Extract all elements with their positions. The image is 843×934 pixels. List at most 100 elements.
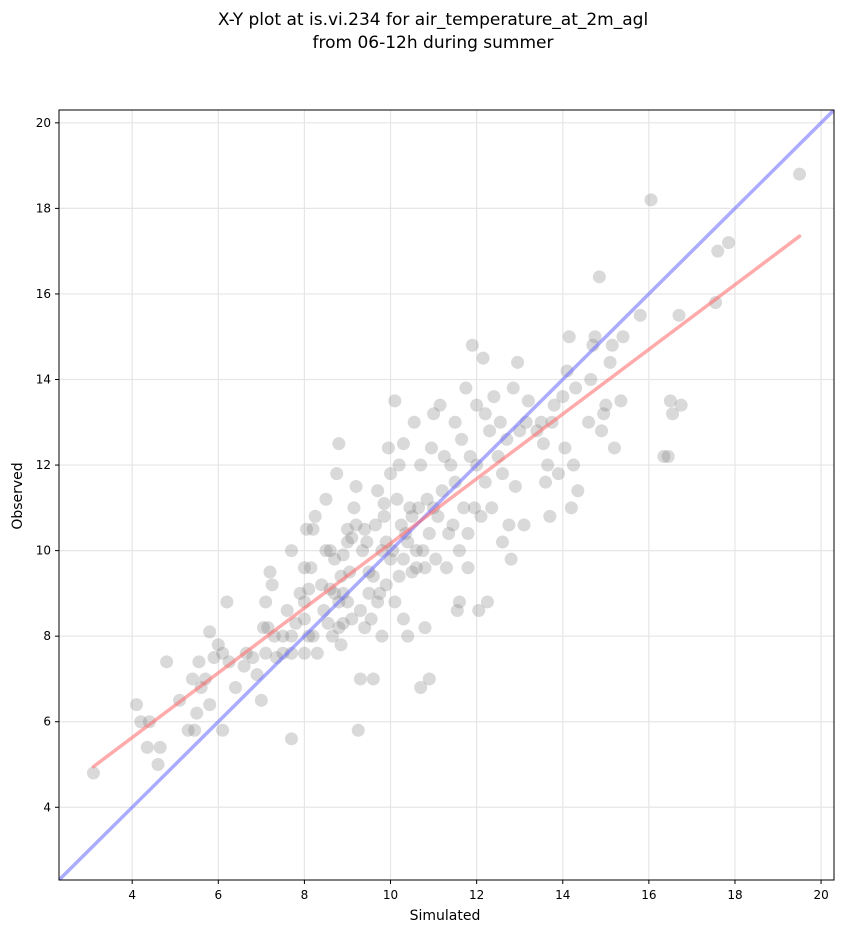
data-point bbox=[457, 501, 471, 515]
data-point bbox=[392, 569, 406, 583]
data-point bbox=[467, 501, 481, 515]
data-point bbox=[297, 612, 311, 626]
data-point bbox=[422, 672, 436, 686]
data-point bbox=[431, 509, 445, 523]
data-point bbox=[569, 381, 583, 395]
data-point bbox=[405, 509, 419, 523]
data-point bbox=[353, 672, 367, 686]
data-point bbox=[420, 492, 434, 506]
data-point bbox=[674, 398, 688, 412]
data-point bbox=[663, 394, 677, 408]
data-point bbox=[429, 552, 443, 566]
data-point bbox=[368, 518, 382, 532]
x-axis-label: Simulated bbox=[410, 908, 481, 924]
data-point bbox=[551, 467, 565, 481]
data-point bbox=[254, 693, 268, 707]
data-point bbox=[543, 509, 557, 523]
data-point bbox=[571, 484, 585, 498]
data-point bbox=[310, 646, 324, 660]
data-point bbox=[633, 308, 647, 322]
data-point bbox=[134, 715, 148, 729]
data-point bbox=[190, 706, 204, 720]
data-point bbox=[285, 732, 298, 746]
data-point bbox=[216, 646, 230, 660]
data-point bbox=[358, 621, 372, 635]
data-point bbox=[304, 561, 318, 575]
data-point bbox=[450, 604, 464, 617]
identity-line bbox=[59, 110, 834, 880]
data-point bbox=[476, 351, 490, 365]
data-point bbox=[332, 621, 346, 635]
data-point bbox=[485, 501, 499, 515]
data-point bbox=[340, 535, 354, 549]
data-point bbox=[474, 509, 488, 523]
data-point bbox=[353, 604, 367, 617]
data-point bbox=[495, 535, 509, 549]
y-tick-label: 12 bbox=[36, 458, 51, 472]
data-point bbox=[517, 518, 531, 532]
data-point bbox=[541, 458, 555, 472]
data-point bbox=[151, 758, 165, 771]
data-point bbox=[506, 381, 520, 395]
data-point bbox=[418, 621, 432, 635]
data-point bbox=[472, 604, 486, 617]
data-point bbox=[567, 458, 581, 472]
regression-fit-line bbox=[91, 234, 802, 769]
data-point bbox=[556, 390, 570, 404]
data-point bbox=[181, 723, 195, 737]
data-point bbox=[394, 518, 408, 532]
data-point bbox=[396, 612, 410, 626]
data-point bbox=[605, 338, 619, 352]
data-point bbox=[480, 595, 494, 609]
y-tick-label: 8 bbox=[43, 629, 51, 643]
data-point bbox=[308, 509, 322, 523]
data-point bbox=[263, 565, 277, 579]
data-point bbox=[86, 766, 100, 780]
data-point bbox=[188, 723, 202, 737]
x-tick-label: 14 bbox=[555, 888, 570, 902]
data-point bbox=[140, 740, 154, 754]
data-point bbox=[455, 432, 469, 446]
data-point bbox=[153, 740, 167, 754]
data-points bbox=[86, 167, 807, 780]
data-point bbox=[392, 458, 406, 472]
data-point bbox=[384, 467, 398, 481]
data-point bbox=[588, 330, 602, 344]
data-point bbox=[377, 497, 391, 511]
data-point bbox=[597, 407, 611, 421]
chart-title: X-Y plot at is.vi.234 for air_temperatur… bbox=[218, 10, 648, 30]
data-point bbox=[564, 501, 578, 515]
data-point bbox=[644, 193, 658, 207]
data-point bbox=[603, 355, 617, 369]
data-point bbox=[192, 655, 206, 669]
data-point bbox=[373, 586, 387, 600]
data-point bbox=[321, 616, 335, 630]
data-point bbox=[595, 424, 608, 438]
data-point bbox=[592, 270, 606, 284]
data-point bbox=[216, 723, 230, 737]
data-point bbox=[409, 544, 423, 558]
data-point bbox=[371, 595, 385, 609]
data-point bbox=[366, 672, 380, 686]
data-point bbox=[349, 479, 363, 493]
data-point bbox=[495, 467, 509, 481]
data-point bbox=[319, 544, 333, 558]
x-tick-label: 6 bbox=[214, 888, 222, 902]
data-point bbox=[289, 616, 303, 630]
data-point bbox=[584, 373, 598, 386]
data-point bbox=[336, 548, 350, 562]
data-point bbox=[280, 604, 294, 617]
data-point bbox=[377, 509, 391, 523]
data-point bbox=[511, 355, 525, 369]
data-point bbox=[405, 565, 419, 579]
data-point bbox=[508, 479, 522, 493]
data-point bbox=[412, 501, 426, 515]
data-point bbox=[388, 394, 402, 408]
chart-subtitle: from 06-12h during summer bbox=[313, 33, 554, 53]
y-tick-label: 10 bbox=[36, 544, 51, 558]
data-point bbox=[257, 621, 271, 635]
data-point bbox=[396, 437, 410, 451]
data-point bbox=[616, 330, 630, 344]
data-point bbox=[437, 450, 451, 463]
data-point bbox=[483, 424, 497, 438]
